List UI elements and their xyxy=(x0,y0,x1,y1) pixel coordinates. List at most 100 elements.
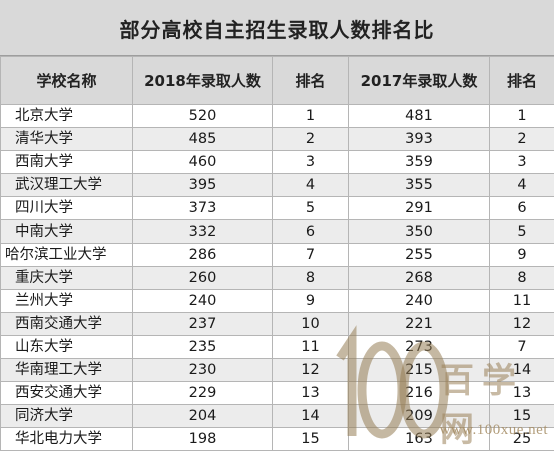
count-2017-cell: 355 xyxy=(349,174,490,197)
count-2018-cell: 260 xyxy=(133,266,273,289)
count-2018-cell: 373 xyxy=(133,197,273,220)
rank-2017-cell: 6 xyxy=(490,197,554,220)
count-2018-cell: 286 xyxy=(133,243,273,266)
school-name-cell: 重庆大学 xyxy=(1,266,133,289)
count-2017-cell: 393 xyxy=(349,128,490,151)
rank-2017-cell: 15 xyxy=(490,405,554,428)
school-name-cell: 四川大学 xyxy=(1,197,133,220)
count-2017-cell: 221 xyxy=(349,312,490,335)
school-name-cell: 哈尔滨工业大学 xyxy=(1,243,133,266)
count-2018-cell: 237 xyxy=(133,312,273,335)
rank-2018-cell: 5 xyxy=(273,197,349,220)
school-name-cell: 华北电力大学 xyxy=(1,428,133,451)
count-2017-cell: 215 xyxy=(349,359,490,382)
rank-2018-cell: 13 xyxy=(273,382,349,405)
count-2017-cell: 209 xyxy=(349,405,490,428)
col-header-school: 学校名称 xyxy=(1,57,133,105)
rank-2018-cell: 14 xyxy=(273,405,349,428)
rank-2017-cell: 4 xyxy=(490,174,554,197)
rank-2017-cell: 3 xyxy=(490,151,554,174)
count-2018-cell: 460 xyxy=(133,151,273,174)
count-2017-cell: 481 xyxy=(349,105,490,128)
count-2017-cell: 273 xyxy=(349,335,490,358)
rank-2018-cell: 8 xyxy=(273,266,349,289)
rank-2018-cell: 15 xyxy=(273,428,349,451)
count-2017-cell: 291 xyxy=(349,197,490,220)
school-name-cell: 华南理工大学 xyxy=(1,359,133,382)
col-header-2017-rank: 排名 xyxy=(490,57,554,105)
title-bar: 部分高校自主招生录取人数排名比 xyxy=(0,0,554,56)
count-2017-cell: 163 xyxy=(349,428,490,451)
count-2018-cell: 240 xyxy=(133,289,273,312)
school-name-cell: 北京大学 xyxy=(1,105,133,128)
rank-2017-cell: 14 xyxy=(490,359,554,382)
count-2017-cell: 216 xyxy=(349,382,490,405)
rank-2018-cell: 1 xyxy=(273,105,349,128)
count-2017-cell: 268 xyxy=(349,266,490,289)
rank-2017-cell: 2 xyxy=(490,128,554,151)
rank-2017-cell: 11 xyxy=(490,289,554,312)
rank-2017-cell: 25 xyxy=(490,428,554,451)
rank-2018-cell: 4 xyxy=(273,174,349,197)
count-2017-cell: 255 xyxy=(349,243,490,266)
count-2018-cell: 230 xyxy=(133,359,273,382)
school-name-cell: 武汉理工大学 xyxy=(1,174,133,197)
rank-2018-cell: 12 xyxy=(273,359,349,382)
rank-2017-cell: 5 xyxy=(490,220,554,243)
count-2018-cell: 520 xyxy=(133,105,273,128)
count-2018-cell: 395 xyxy=(133,174,273,197)
col-header-2018-count: 2018年录取人数 xyxy=(133,57,273,105)
count-2018-cell: 332 xyxy=(133,220,273,243)
count-2018-cell: 485 xyxy=(133,128,273,151)
rank-2018-cell: 10 xyxy=(273,312,349,335)
rank-2018-cell: 2 xyxy=(273,128,349,151)
school-name-cell: 山东大学 xyxy=(1,335,133,358)
rank-2017-cell: 13 xyxy=(490,382,554,405)
rank-2017-cell: 12 xyxy=(490,312,554,335)
count-2018-cell: 235 xyxy=(133,335,273,358)
count-2017-cell: 240 xyxy=(349,289,490,312)
count-2018-cell: 198 xyxy=(133,428,273,451)
rank-2017-cell: 7 xyxy=(490,335,554,358)
school-name-cell: 中南大学 xyxy=(1,220,133,243)
school-name-cell: 兰州大学 xyxy=(1,289,133,312)
school-name-cell: 同济大学 xyxy=(1,405,133,428)
rank-2017-cell: 8 xyxy=(490,266,554,289)
count-2018-cell: 229 xyxy=(133,382,273,405)
rank-2018-cell: 6 xyxy=(273,220,349,243)
rank-2017-cell: 1 xyxy=(490,105,554,128)
col-header-2018-rank: 排名 xyxy=(273,57,349,105)
page-title: 部分高校自主招生录取人数排名比 xyxy=(120,14,435,43)
rank-2017-cell: 9 xyxy=(490,243,554,266)
rank-2018-cell: 11 xyxy=(273,335,349,358)
count-2017-cell: 359 xyxy=(349,151,490,174)
school-name-cell: 西南交通大学 xyxy=(1,312,133,335)
count-2017-cell: 350 xyxy=(349,220,490,243)
school-name-cell: 西南大学 xyxy=(1,151,133,174)
rank-2018-cell: 7 xyxy=(273,243,349,266)
header-row: 学校名称 2018年录取人数 排名 2017年录取人数 排名 xyxy=(1,57,554,105)
rank-2018-cell: 3 xyxy=(273,151,349,174)
col-header-2017-count: 2017年录取人数 xyxy=(349,57,490,105)
school-name-cell: 西安交通大学 xyxy=(1,382,133,405)
school-name-cell: 清华大学 xyxy=(1,128,133,151)
rank-2018-cell: 9 xyxy=(273,289,349,312)
